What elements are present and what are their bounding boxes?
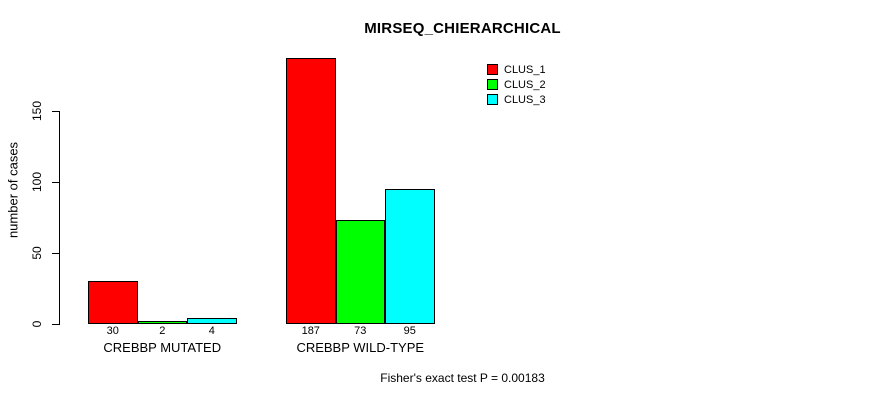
y-tick-label: 0 [30,320,44,328]
legend-swatch [487,94,498,105]
y-tick-label: 100 [30,171,44,193]
annotation-text: Fisher's exact test P = 0.00183 [380,371,545,385]
x-category-label: CREBBP MUTATED [103,340,222,355]
legend-swatch [487,64,498,75]
y-tick [52,182,59,183]
bar-clus-3-group-1 [385,189,435,324]
legend-item: CLUS_3 [487,92,546,107]
legend-label: CLUS_3 [504,93,546,106]
bar-value-label: 2 [159,325,166,337]
bar-clus-1-group-1 [286,58,336,324]
bar-clus-3-group-0 [187,318,237,324]
legend-item: CLUS_2 [487,77,546,92]
y-tick [52,324,59,325]
legend-item: CLUS_1 [487,62,546,77]
bar-clus-2-group-1 [335,220,385,324]
legend: CLUS_1 CLUS_2 CLUS_3 [487,62,546,107]
y-axis-line [59,111,60,325]
y-tick-label: 150 [30,100,44,122]
y-axis-label: number of cases [5,141,21,239]
bar-value-label: 30 [106,325,119,337]
bar-value-label: 73 [354,325,367,337]
y-tick [52,111,59,112]
bar-value-label: 95 [403,325,416,337]
bar-clus-1-group-0 [88,281,138,324]
legend-label: CLUS_1 [504,63,546,76]
bar-value-label: 187 [301,325,320,337]
bar-value-label: 4 [208,325,215,337]
y-tick-label: 50 [30,246,44,260]
chart-title: MIRSEQ_CHIERARCHICAL [364,20,561,37]
bar-clus-2-group-0 [137,321,187,324]
x-category-label: CREBBP WILD-TYPE [296,340,425,355]
y-tick [52,253,59,254]
legend-swatch [487,79,498,90]
legend-label: CLUS_2 [504,78,546,91]
